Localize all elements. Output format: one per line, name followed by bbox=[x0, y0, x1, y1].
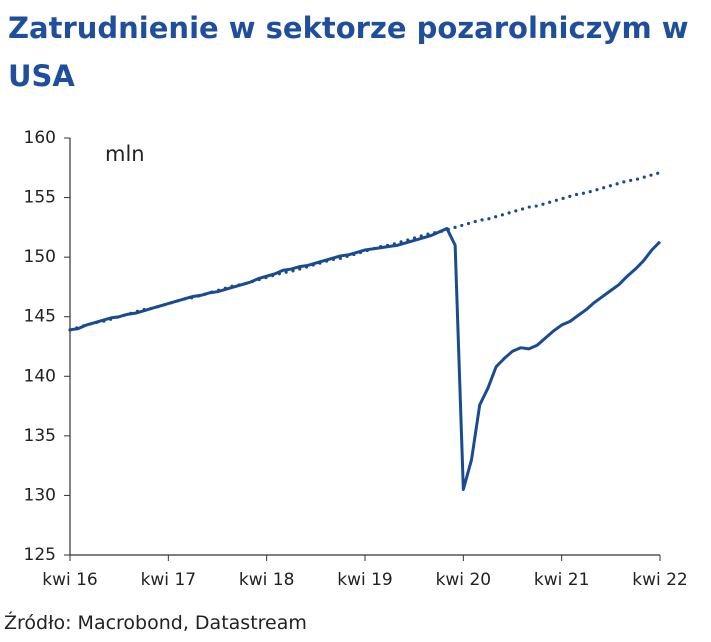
y-tick-label: 145 bbox=[24, 307, 56, 327]
x-tick-label: kwi 21 bbox=[534, 570, 590, 590]
data-line bbox=[69, 227, 662, 491]
unit-label: mln bbox=[105, 142, 145, 166]
source: Źródło: Macrobond, Datastream bbox=[4, 612, 307, 634]
y-tick-label: 140 bbox=[24, 366, 56, 386]
trend-line bbox=[68, 170, 662, 332]
y-tick-label: 155 bbox=[24, 188, 56, 208]
x-tick-label: kwi 16 bbox=[42, 570, 98, 590]
chart-title: Zatrudnienie w sektorze pozarolniczym w … bbox=[8, 11, 689, 93]
y-tick-label: 125 bbox=[24, 545, 56, 565]
y-tick-label: 135 bbox=[24, 426, 56, 446]
x-tick-label: kwi 17 bbox=[141, 570, 197, 590]
x-tick-label: kwi 22 bbox=[632, 570, 688, 590]
y-tick-label: 130 bbox=[24, 485, 56, 505]
y-tick-label: 150 bbox=[24, 247, 56, 267]
x-tick-label: kwi 19 bbox=[337, 570, 393, 590]
x-tick-label: kwi 20 bbox=[436, 570, 492, 590]
chart: mln 125 130 135 140 145 150 155 160 kwi 16 kwi 17… bbox=[24, 128, 688, 590]
y-tick-label: 160 bbox=[24, 128, 56, 148]
x-tick-label: kwi 18 bbox=[239, 570, 295, 590]
